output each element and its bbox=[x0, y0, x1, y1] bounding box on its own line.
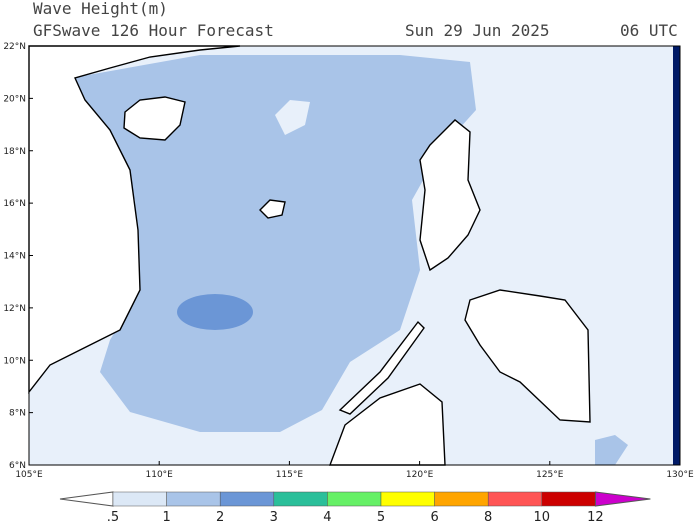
subtitle: GFSwave 126 Hour Forecast bbox=[33, 21, 274, 40]
lat-label: 10°N bbox=[3, 356, 26, 366]
colorbar-swatch bbox=[327, 491, 382, 507]
title: Wave Height(m) bbox=[33, 0, 168, 18]
sea-medium-east bbox=[595, 435, 628, 465]
lat-label: 14°N bbox=[3, 252, 26, 262]
colorbar-swatch bbox=[487, 491, 543, 507]
land-visayas-mindanao bbox=[464, 289, 591, 423]
land-islets bbox=[259, 199, 286, 219]
colorbar-swatch bbox=[219, 491, 275, 507]
lon-label: 110°E bbox=[146, 470, 174, 480]
colorbar-label: .5 bbox=[107, 510, 119, 525]
colorbar-label: 12 bbox=[587, 510, 604, 525]
colorbar-swatch bbox=[273, 491, 328, 507]
land-mainland bbox=[28, 45, 241, 395]
colorbar-label: 5 bbox=[377, 510, 385, 525]
land-hainan bbox=[123, 96, 186, 141]
lat-label: 16°N bbox=[3, 199, 26, 209]
lon-label: 105°E bbox=[15, 470, 43, 480]
lat-label: 8°N bbox=[9, 409, 26, 419]
colorbar: .5 1 2 3 4 5 6 8 10 12 bbox=[59, 491, 651, 525]
land-palawan bbox=[338, 320, 425, 415]
sea-low-patch bbox=[275, 100, 310, 135]
colorbar-label: 2 bbox=[216, 510, 224, 525]
lat-label: 6°N bbox=[9, 461, 26, 471]
lat-label: 22°N bbox=[3, 42, 26, 52]
map bbox=[28, 45, 681, 466]
colorbar-swatch bbox=[380, 491, 435, 507]
time: 06 UTC bbox=[620, 21, 678, 40]
colorbar-swatch bbox=[434, 491, 489, 507]
edge-bar bbox=[673, 46, 680, 465]
colorbar-label: 8 bbox=[484, 510, 492, 525]
colorbar-high-triangle bbox=[594, 491, 651, 507]
lon-label: 125°E bbox=[536, 470, 564, 480]
lat-label: 12°N bbox=[3, 304, 26, 314]
colorbar-low-triangle bbox=[59, 491, 114, 507]
lon-label: 120°E bbox=[406, 470, 434, 480]
lat-label: 20°N bbox=[3, 94, 26, 104]
land-luzon bbox=[419, 119, 481, 272]
colorbar-label: 6 bbox=[430, 510, 438, 525]
colorbar-label: 1 bbox=[162, 510, 170, 525]
colorbar-label: 4 bbox=[323, 510, 331, 525]
sea-medium bbox=[40, 55, 476, 432]
colorbar-swatch bbox=[166, 491, 221, 507]
date: Sun 29 Jun 2025 bbox=[405, 21, 550, 40]
colorbar-swatch bbox=[112, 491, 167, 507]
colorbar-label: 10 bbox=[534, 510, 551, 525]
lon-label: 130°E bbox=[666, 470, 694, 480]
sea-high-patch bbox=[177, 294, 253, 330]
colorbar-swatch bbox=[541, 491, 596, 507]
colorbar-label: 3 bbox=[270, 510, 278, 525]
lat-label: 18°N bbox=[3, 147, 26, 157]
lon-label: 115°E bbox=[276, 470, 304, 480]
